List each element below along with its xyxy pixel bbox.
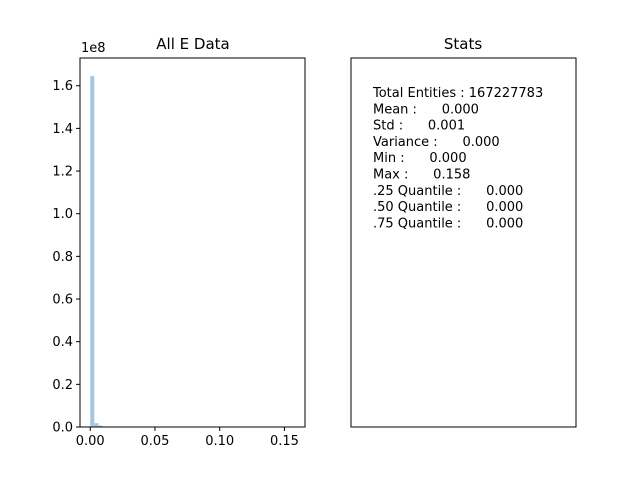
histogram-bar-1 (94, 423, 99, 427)
y-axis-ticks: 0.0 0.2 0.4 0.6 0.8 1.0 1.2 1.4 1.6 (52, 79, 80, 436)
histogram-bars (90, 76, 107, 427)
stats-line: Min : 0.000 (373, 151, 467, 166)
stats-line: .75 Quantile : 0.000 (373, 216, 523, 231)
x-tick-label: 0.10 (205, 434, 234, 449)
x-tick-label: 0.15 (270, 434, 299, 449)
stats-line: Variance : 0.000 (373, 135, 500, 150)
histogram-bar-0 (90, 76, 95, 427)
y-tick-label: 0.0 (52, 421, 73, 436)
y-offset-label: 1e8 (81, 41, 106, 56)
histogram-frame (79, 57, 306, 428)
stats-title: Stats (444, 35, 482, 53)
stats-line: .25 Quantile : 0.000 (373, 184, 523, 199)
y-tick-label: 0.6 (52, 293, 73, 308)
y-tick-label: 1.2 (52, 165, 73, 180)
stats-line: Max : 0.158 (373, 168, 470, 183)
y-tick-label: 0.8 (52, 250, 73, 265)
y-tick-label: 1.0 (52, 207, 73, 222)
stats-line: Std : 0.001 (373, 119, 465, 134)
histogram-panel: All E Data 1e8 0.00 0.05 0.10 0.15 0.00.20.… (52, 35, 306, 449)
y-tick-label: 1.6 (52, 79, 73, 94)
stats-line: Mean : 0.000 (373, 102, 479, 117)
y-tick-label: 0.2 (52, 378, 73, 393)
y-tick-label: 0.4 (52, 335, 73, 350)
y-tick-label: 1.4 (52, 122, 73, 137)
stats-line: .50 Quantile : 0.000 (373, 200, 523, 215)
x-tick-label: 0.00 (76, 434, 105, 449)
histogram-title: All E Data (156, 35, 229, 53)
x-tick-label: 0.05 (140, 434, 169, 449)
histogram-bar-2 (98, 425, 103, 427)
x-axis-ticks: 0.00 0.05 0.10 0.15 (76, 427, 299, 449)
stats-frame (350, 57, 577, 428)
stats-line: Total Entities : 167227783 (372, 86, 543, 101)
